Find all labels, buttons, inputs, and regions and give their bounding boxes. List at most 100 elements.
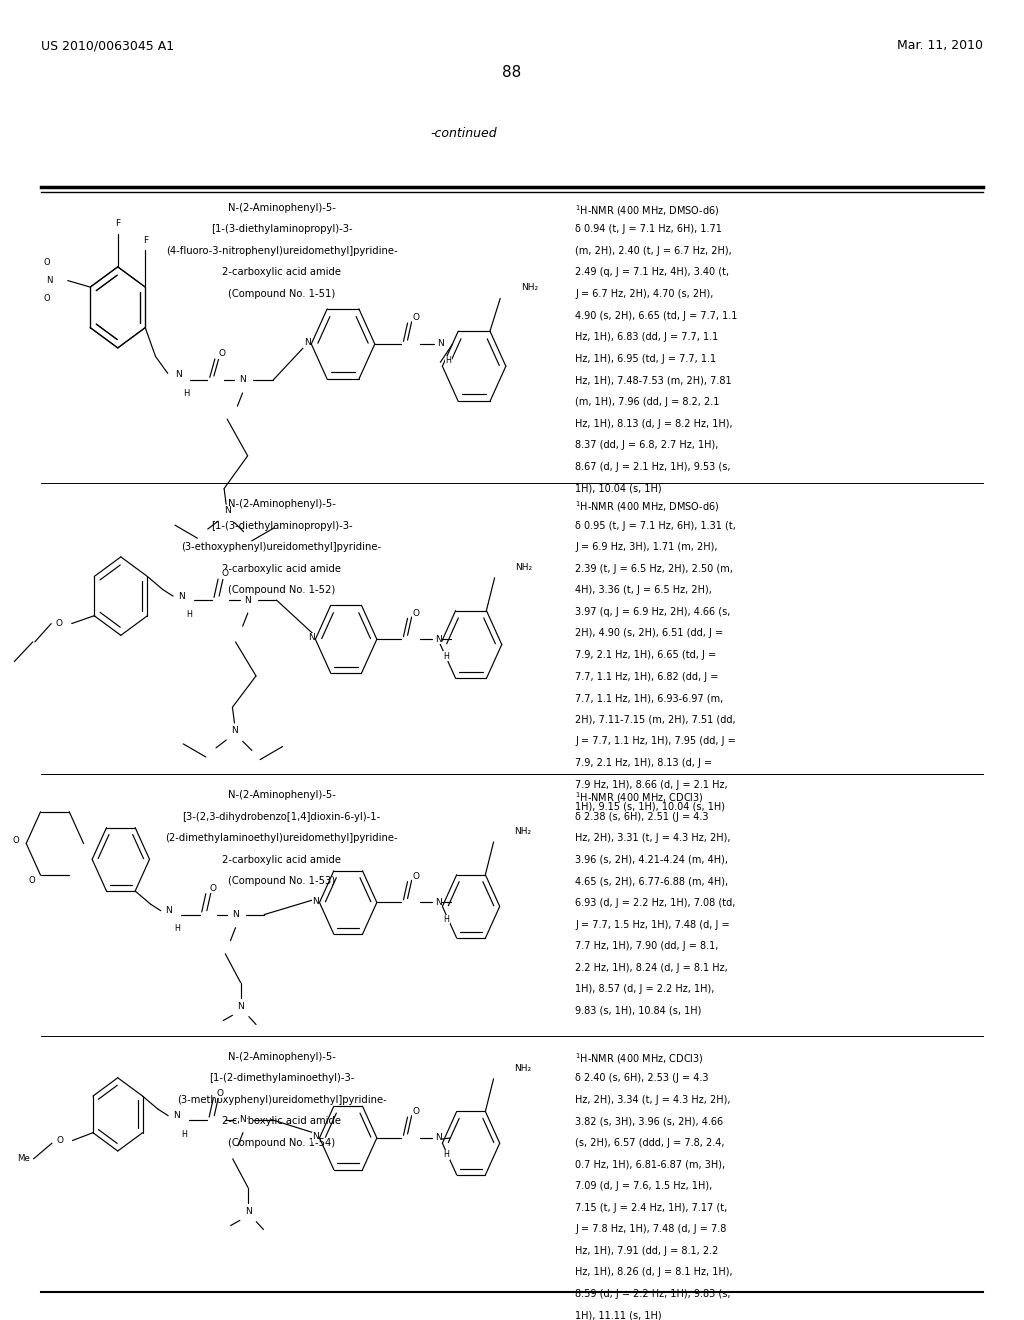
Text: (Compound No. 1-52): (Compound No. 1-52) [228,585,335,595]
Text: N: N [312,1133,318,1140]
Text: N: N [312,896,318,906]
Text: (3-methoxyphenyl)ureidomethyl]pyridine-: (3-methoxyphenyl)ureidomethyl]pyridine- [177,1094,386,1105]
Text: [3-(2,3-dihydrobenzo[1,4]dioxin-6-yl)-1-: [3-(2,3-dihydrobenzo[1,4]dioxin-6-yl)-1- [182,812,381,821]
Text: $^1$H-NMR (400 MHz, CDCl3): $^1$H-NMR (400 MHz, CDCl3) [575,1052,705,1067]
Text: (m, 1H), 7.96 (dd, J = 8.2, 2.1: (m, 1H), 7.96 (dd, J = 8.2, 2.1 [575,397,720,407]
Text: δ 0.95 (t, J = 7.1 Hz, 6H), 1.31 (t,: δ 0.95 (t, J = 7.1 Hz, 6H), 1.31 (t, [575,520,736,531]
Text: δ 2.38 (s, 6H), 2.51 (J = 4.3: δ 2.38 (s, 6H), 2.51 (J = 4.3 [575,812,709,821]
Text: O: O [44,259,50,268]
Text: 1H), 9.15 (s, 1H), 10.04 (s, 1H): 1H), 9.15 (s, 1H), 10.04 (s, 1H) [575,801,725,810]
Text: N-(2-Aminophenyl)-5-: N-(2-Aminophenyl)-5- [227,789,336,800]
Text: 7.9, 2.1 Hz, 1H), 6.65 (td, J =: 7.9, 2.1 Hz, 1H), 6.65 (td, J = [575,649,717,660]
Text: [1-(2-dimethylaminoethyl)-3-: [1-(2-dimethylaminoethyl)-3- [209,1073,354,1084]
Text: H: H [443,915,450,924]
Text: O: O [217,1089,224,1098]
Text: O: O [44,293,50,302]
Text: 7.7 Hz, 1H), 7.90 (dd, J = 8.1,: 7.7 Hz, 1H), 7.90 (dd, J = 8.1, [575,941,719,952]
Text: NH₂: NH₂ [515,562,532,572]
Text: Mar. 11, 2010: Mar. 11, 2010 [897,40,983,53]
Text: N: N [435,898,441,907]
Text: 2.2 Hz, 1H), 8.24 (d, J = 8.1 Hz,: 2.2 Hz, 1H), 8.24 (d, J = 8.1 Hz, [575,962,728,973]
Text: O: O [56,1137,63,1144]
Text: N: N [304,338,310,347]
Text: 88: 88 [503,66,521,81]
Text: δ 0.94 (t, J = 7.1 Hz, 6H), 1.71: δ 0.94 (t, J = 7.1 Hz, 6H), 1.71 [575,224,722,235]
Text: N: N [173,1111,180,1121]
Text: J = 6.7 Hz, 2H), 4.70 (s, 2H),: J = 6.7 Hz, 2H), 4.70 (s, 2H), [575,289,714,300]
Text: Me: Me [16,1155,30,1163]
Text: 3.96 (s, 2H), 4.21-4.24 (m, 4H),: 3.96 (s, 2H), 4.21-4.24 (m, 4H), [575,855,728,865]
Text: -continued: -continued [430,127,497,140]
Text: N-(2-Aminophenyl)-5-: N-(2-Aminophenyl)-5- [227,1052,336,1061]
Text: 8.67 (d, J = 2.1 Hz, 1H), 9.53 (s,: 8.67 (d, J = 2.1 Hz, 1H), 9.53 (s, [575,462,731,471]
Text: NH₂: NH₂ [521,284,538,293]
Text: N: N [175,370,181,379]
Text: 4.90 (s, 2H), 6.65 (td, J = 7.7, 1.1: 4.90 (s, 2H), 6.65 (td, J = 7.7, 1.1 [575,310,738,321]
Text: J = 6.9 Hz, 3H), 1.71 (m, 2H),: J = 6.9 Hz, 3H), 1.71 (m, 2H), [575,543,718,552]
Text: N: N [166,906,172,915]
Text: 2.39 (t, J = 6.5 Hz, 2H), 2.50 (m,: 2.39 (t, J = 6.5 Hz, 2H), 2.50 (m, [575,564,733,574]
Text: 2H), 4.90 (s, 2H), 6.51 (dd, J =: 2H), 4.90 (s, 2H), 6.51 (dd, J = [575,628,724,639]
Text: 2H), 7.11-7.15 (m, 2H), 7.51 (dd,: 2H), 7.11-7.15 (m, 2H), 7.51 (dd, [575,715,736,725]
Text: N: N [435,1134,441,1142]
Text: (Compound No. 1-54): (Compound No. 1-54) [228,1138,335,1148]
Text: N: N [231,726,238,735]
Text: 9.83 (s, 1H), 10.84 (s, 1H): 9.83 (s, 1H), 10.84 (s, 1H) [575,1006,701,1016]
Text: 2.49 (q, J = 7.1 Hz, 4H), 3.40 (t,: 2.49 (q, J = 7.1 Hz, 4H), 3.40 (t, [575,268,730,277]
Text: Hz, 1H), 8.26 (d, J = 8.1 Hz, 1H),: Hz, 1H), 8.26 (d, J = 8.1 Hz, 1H), [575,1267,733,1278]
Text: N: N [232,909,239,919]
Text: $^1$H-NMR (400 MHz, DMSO-d6): $^1$H-NMR (400 MHz, DMSO-d6) [575,203,720,218]
Text: H: H [174,924,180,933]
Text: F: F [142,235,147,244]
Text: O: O [12,837,19,845]
Text: 1H), 11.11 (s, 1H): 1H), 11.11 (s, 1H) [575,1311,663,1320]
Text: O: O [210,884,216,892]
Text: (s, 2H), 6.57 (ddd, J = 7.8, 2.4,: (s, 2H), 6.57 (ddd, J = 7.8, 2.4, [575,1138,725,1148]
Text: 3.97 (q, J = 6.9 Hz, 2H), 4.66 (s,: 3.97 (q, J = 6.9 Hz, 2H), 4.66 (s, [575,607,731,616]
Text: N: N [245,1206,252,1216]
Text: 7.9 Hz, 1H), 8.66 (d, J = 2.1 Hz,: 7.9 Hz, 1H), 8.66 (d, J = 2.1 Hz, [575,780,728,789]
Text: NH₂: NH₂ [514,1064,531,1073]
Text: H: H [181,1130,187,1139]
Text: 3.82 (s, 3H), 3.96 (s, 2H), 4.66: 3.82 (s, 3H), 3.96 (s, 2H), 4.66 [575,1117,724,1126]
Text: [1-(3-diethylaminopropyl)-3-: [1-(3-diethylaminopropyl)-3- [211,520,352,531]
Text: J = 7.8 Hz, 1H), 7.48 (d, J = 7.8: J = 7.8 Hz, 1H), 7.48 (d, J = 7.8 [575,1224,727,1234]
Text: O: O [413,871,419,880]
Text: [1-(3-diethylaminopropyl)-3-: [1-(3-diethylaminopropyl)-3- [211,224,352,235]
Text: O: O [29,876,36,884]
Text: NH₂: NH₂ [514,828,531,836]
Text: 2-carboxylic acid amide: 2-carboxylic acid amide [222,855,341,865]
Text: Hz, 1H), 6.95 (td, J = 7.7, 1.1: Hz, 1H), 6.95 (td, J = 7.7, 1.1 [575,354,717,364]
Text: H: H [443,652,450,661]
Text: 2-carboxylic acid amide: 2-carboxylic acid amide [222,268,341,277]
Text: O: O [56,619,62,628]
Text: Hz, 2H), 3.34 (t, J = 4.3 Hz, 2H),: Hz, 2H), 3.34 (t, J = 4.3 Hz, 2H), [575,1094,731,1105]
Text: 7.15 (t, J = 2.4 Hz, 1H), 7.17 (t,: 7.15 (t, J = 2.4 Hz, 1H), 7.17 (t, [575,1203,728,1213]
Text: US 2010/0063045 A1: US 2010/0063045 A1 [41,40,174,53]
Text: 0.7 Hz, 1H), 6.81-6.87 (m, 3H),: 0.7 Hz, 1H), 6.81-6.87 (m, 3H), [575,1159,726,1170]
Text: O: O [218,350,225,358]
Text: N: N [240,375,246,384]
Text: N-(2-Aminophenyl)-5-: N-(2-Aminophenyl)-5- [227,203,336,213]
Text: H: H [443,1151,450,1159]
Text: N: N [224,507,230,515]
Text: $^1$H-NMR (400 MHz, CDCl3): $^1$H-NMR (400 MHz, CDCl3) [575,789,705,805]
Text: Hz, 1H), 6.83 (dd, J = 7.7, 1.1: Hz, 1H), 6.83 (dd, J = 7.7, 1.1 [575,333,719,342]
Text: 4H), 3.36 (t, J = 6.5 Hz, 2H),: 4H), 3.36 (t, J = 6.5 Hz, 2H), [575,585,713,595]
Text: 2-carboxylic acid amide: 2-carboxylic acid amide [222,564,341,574]
Text: 1H), 10.04 (s, 1H): 1H), 10.04 (s, 1H) [575,483,663,494]
Text: Hz, 1H), 7.48-7.53 (m, 2H), 7.81: Hz, 1H), 7.48-7.53 (m, 2H), 7.81 [575,375,732,385]
Text: N: N [437,339,443,348]
Text: O: O [413,609,419,618]
Text: H: H [183,388,189,397]
Text: N-(2-Aminophenyl)-5-: N-(2-Aminophenyl)-5- [227,499,336,510]
Text: 2-carboxylic acid amide: 2-carboxylic acid amide [222,1117,341,1126]
Text: 7.7, 1.1 Hz, 1H), 6.82 (dd, J =: 7.7, 1.1 Hz, 1H), 6.82 (dd, J = [575,672,719,681]
Text: N: N [308,634,314,643]
Text: (3-ethoxyphenyl)ureidomethyl]pyridine-: (3-ethoxyphenyl)ureidomethyl]pyridine- [181,543,382,552]
Text: N: N [238,1002,244,1011]
Text: (4-fluoro-3-nitrophenyl)ureidomethyl]pyridine-: (4-fluoro-3-nitrophenyl)ureidomethyl]pyr… [166,246,397,256]
Text: N: N [245,595,251,605]
Text: N: N [178,591,184,601]
Text: H: H [445,356,452,366]
